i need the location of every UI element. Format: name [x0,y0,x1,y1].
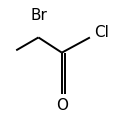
Text: O: O [56,98,68,113]
Text: Br: Br [30,8,47,23]
Text: Cl: Cl [95,25,109,40]
